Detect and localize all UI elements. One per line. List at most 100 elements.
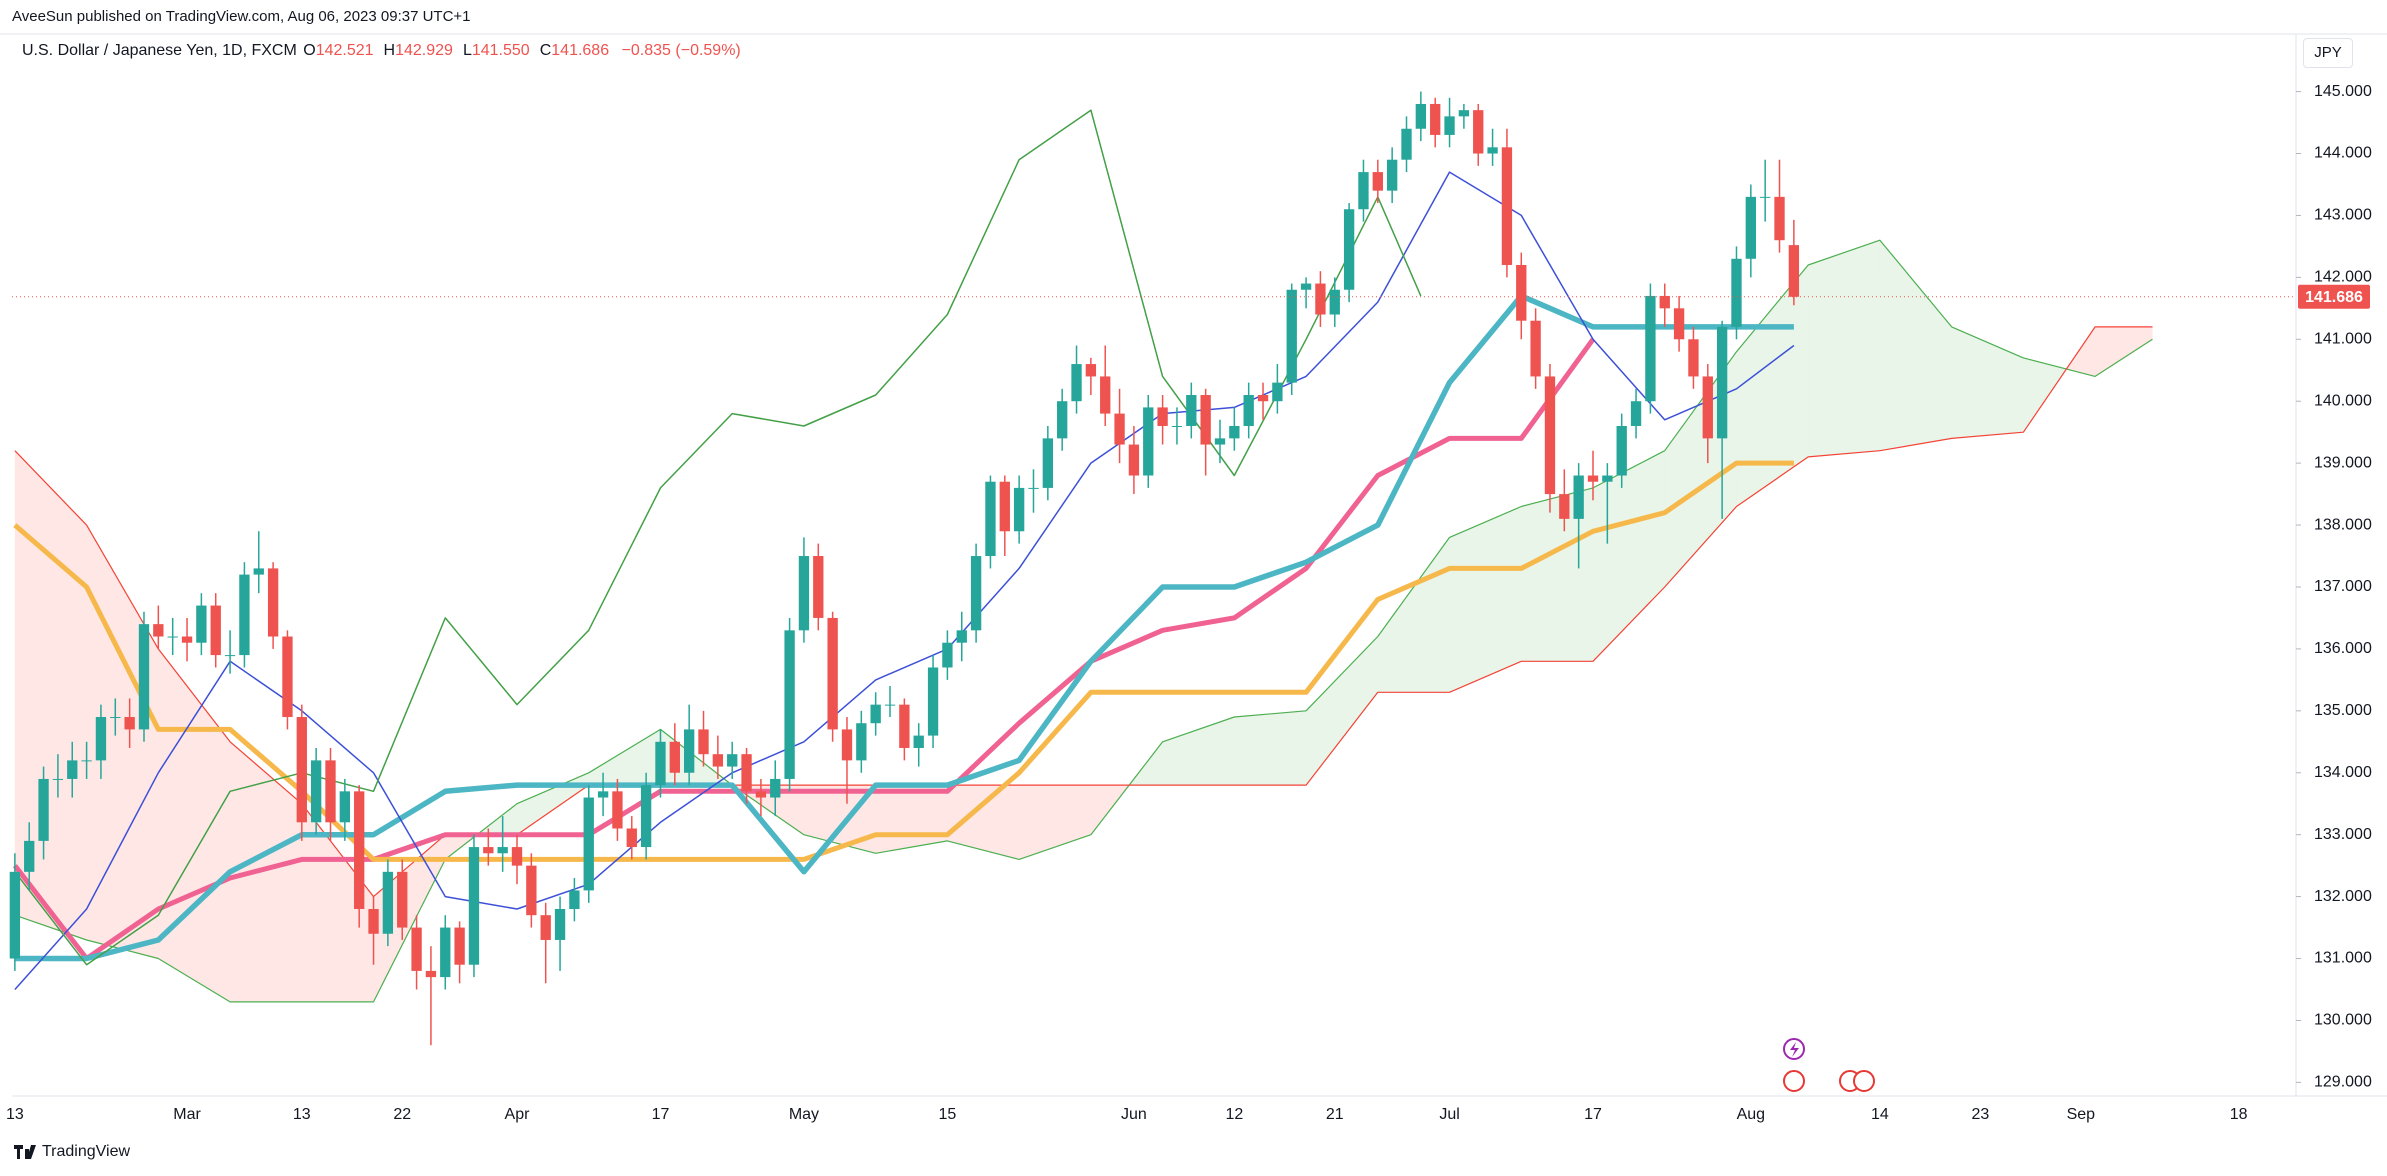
- y-tick-label: 142.000: [2314, 269, 2372, 286]
- candle-body: [770, 778, 781, 798]
- candle-body: [1473, 110, 1484, 154]
- candle-body: [1530, 320, 1541, 377]
- candle-body: [153, 624, 164, 637]
- candle-body: [368, 908, 379, 934]
- candle-body: [354, 791, 365, 909]
- candle-body: [1071, 364, 1082, 402]
- candle-body: [1774, 196, 1785, 241]
- last-price-box: [2298, 284, 2370, 309]
- candle-body: [1487, 147, 1498, 154]
- x-tick-label: May: [789, 1106, 819, 1123]
- y-tick-label: 139.000: [2314, 454, 2372, 471]
- candle-body: [1013, 487, 1025, 532]
- candle-body: [210, 605, 221, 656]
- candle-body: [1602, 475, 1613, 482]
- candle-body: [1688, 339, 1699, 377]
- ohlc-value: 142.929: [395, 42, 453, 59]
- event-icon-glyph: [1790, 1042, 1799, 1057]
- ohlc-value: 142.521: [315, 42, 374, 59]
- candle-body: [684, 729, 695, 773]
- candle-body: [110, 717, 121, 719]
- y-tick-label: 145.000: [2314, 83, 2372, 100]
- x-tick-label: 23: [1971, 1106, 1989, 1123]
- cloud-fill: [1377, 537, 1450, 693]
- candle-body: [397, 871, 408, 928]
- x-tick-label: 17: [1584, 1106, 1602, 1123]
- last-price-label: 141.686: [2305, 289, 2363, 306]
- candle-body: [95, 717, 107, 761]
- y-tick-label: 131.000: [2314, 950, 2372, 967]
- event-icon: [1783, 1070, 1805, 1092]
- candle-body: [1358, 172, 1369, 210]
- ohlc-key: L: [462, 42, 472, 59]
- candle-body: [1788, 245, 1800, 297]
- candle-body: [81, 760, 92, 762]
- candle-body: [1372, 172, 1383, 191]
- brand: TradingView: [42, 1143, 131, 1160]
- candle-body: [440, 927, 451, 978]
- cloud-fill: [158, 648, 231, 1002]
- cloud-fill: [301, 803, 374, 1002]
- candle-body: [841, 729, 853, 761]
- y-tick-label: 144.000: [2314, 145, 2372, 162]
- candle-body: [1745, 196, 1756, 259]
- y-tick-label: 141.000: [2314, 331, 2372, 348]
- candle-body: [1401, 128, 1412, 160]
- candle-body: [497, 847, 508, 854]
- x-tick-label: 14: [1871, 1106, 1889, 1123]
- candle-body: [1343, 209, 1355, 290]
- candle-body: [483, 847, 494, 854]
- axes: 129.000 130.000 131.000 132.000 133.000 134.0…: [0, 33, 2387, 1123]
- candle-body: [1673, 308, 1685, 340]
- candle-body: [1200, 395, 1211, 445]
- x-tick-label: Sep: [2067, 1106, 2096, 1123]
- cloud-fill: [588, 729, 661, 786]
- published-note: AveeSun published on TradingView.com, Au…: [12, 8, 471, 25]
- cloud-fill: [2023, 357, 2067, 433]
- candle-body: [67, 760, 78, 779]
- candle-body: [181, 636, 193, 643]
- symbol-title: U.S. Dollar / Japanese Yen, 1D, FXCM: [22, 42, 297, 59]
- candle-body: [1042, 438, 1053, 488]
- cloud-fill: [373, 834, 446, 1002]
- candle-body: [382, 871, 394, 934]
- cloud-fill: [1019, 785, 1091, 860]
- cloud-fill: [1736, 264, 1809, 507]
- candle-body: [956, 630, 967, 643]
- candle-body: [1171, 425, 1183, 427]
- ohlc-key: C: [539, 42, 552, 59]
- candle-body: [727, 754, 738, 767]
- candle-body: [856, 723, 867, 761]
- event-icon: [1853, 1070, 1875, 1092]
- indicator-line: [14, 293, 1794, 962]
- candle-body: [1760, 196, 1771, 198]
- x-tick-label: Mar: [173, 1106, 201, 1123]
- ohlc-value: 141.686: [551, 42, 610, 59]
- candle-body: [1386, 159, 1398, 191]
- candle-body: [1559, 494, 1570, 519]
- candle-body: [870, 704, 881, 724]
- candle-body: [1544, 376, 1556, 495]
- candle-body: [1085, 364, 1097, 377]
- candle-body: [1229, 425, 1240, 439]
- candle-body: [1587, 475, 1599, 482]
- candle-body: [583, 797, 594, 891]
- candle-body: [913, 735, 924, 748]
- candle-body: [1057, 401, 1068, 439]
- x-tick-label: 17: [652, 1106, 670, 1123]
- candle-body: [569, 890, 580, 909]
- candle-body: [339, 791, 351, 823]
- cloud-fill: [1879, 240, 1952, 451]
- cloud-fill: [1808, 240, 1880, 457]
- candle-body: [612, 791, 623, 829]
- x-tick-label: 12: [1225, 1106, 1243, 1123]
- candle-body: [884, 704, 896, 706]
- candle-body: [1315, 283, 1326, 315]
- candle-body: [1100, 376, 1111, 414]
- currency-button[interactable]: JPY: [2303, 38, 2353, 68]
- candle-body: [741, 754, 752, 792]
- cloud-fill: [1593, 450, 1665, 662]
- candle-body: [1257, 395, 1269, 402]
